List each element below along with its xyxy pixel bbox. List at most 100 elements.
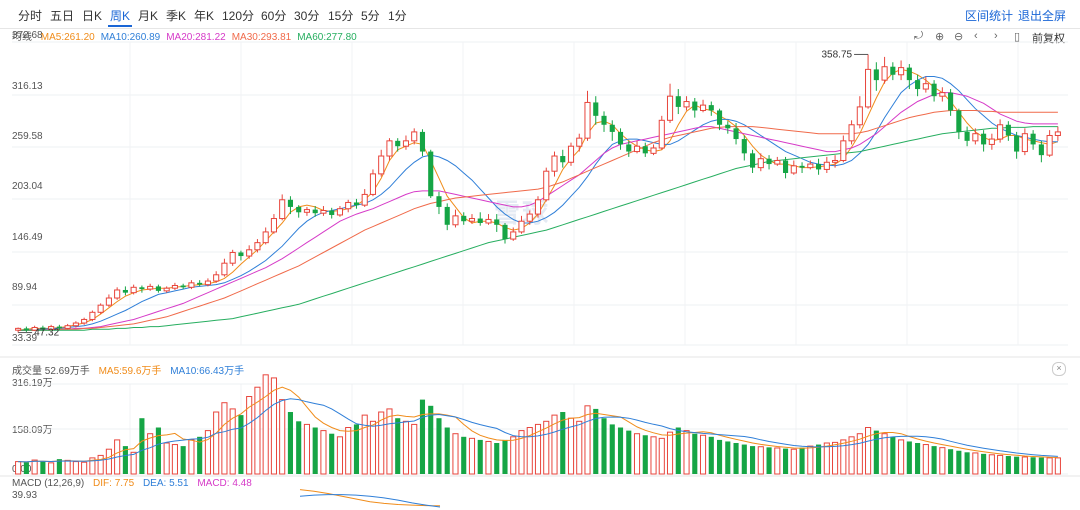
scroll-end-icon[interactable]: ▯ [1014, 31, 1021, 43]
tab-11[interactable]: 5分 [361, 9, 380, 23]
volume-bar [626, 430, 632, 474]
macd-dif: DIF: 7.75 [93, 478, 135, 489]
candle-body [395, 140, 401, 147]
ma-legend-item: MA10:260.89 [100, 32, 161, 43]
volume-bar [543, 420, 550, 475]
exit-fullscreen-link[interactable]: 退出全屏 [1018, 9, 1067, 23]
tab-12[interactable]: 1分 [388, 9, 407, 23]
tab-7[interactable]: 120分 [222, 9, 255, 23]
scroll-right-icon[interactable]: › [994, 30, 998, 42]
candle-body [816, 164, 822, 170]
tab-2[interactable]: 日K [82, 9, 103, 23]
candle-body [296, 206, 302, 213]
candle-body [1038, 144, 1044, 156]
volume-bar [238, 415, 244, 474]
tab-9[interactable]: 30分 [294, 9, 320, 23]
zoom-in-icon[interactable]: ⊕ [935, 31, 945, 43]
volume-bar [997, 454, 1004, 475]
volume-bar [915, 443, 921, 474]
volume-bar [1054, 457, 1061, 475]
candle-body [468, 218, 476, 222]
volume-bar [229, 408, 236, 475]
macd-dea: DEA: 5.51 [142, 478, 189, 489]
candle-body [147, 285, 154, 290]
candle-body [40, 327, 46, 330]
volume-bar [766, 447, 772, 474]
volume-bar [296, 421, 302, 474]
volume-bar [171, 444, 178, 475]
reset-icon[interactable]: ⤾ [914, 30, 924, 42]
vol-ma10: MA10:66.43万手 [170, 366, 245, 377]
tab-1[interactable]: 五日 [50, 9, 75, 23]
volume-bar [139, 418, 145, 474]
volume-bar [279, 399, 286, 475]
tab-10[interactable]: 15分 [328, 9, 354, 23]
candle-body [188, 282, 195, 288]
volume-bar [816, 444, 822, 474]
candle-body [287, 199, 293, 207]
volume-bar [948, 449, 954, 474]
volume-bar [81, 461, 88, 475]
candle-body [477, 218, 483, 224]
volume-bar [790, 448, 797, 475]
macd-legend: MACD (12,26,9) DIF: 7.75 DEA: 5.51 MACD:… [12, 478, 258, 489]
candle-body [221, 262, 228, 276]
zoom-out-icon[interactable]: ⊖ [954, 31, 964, 43]
ma-line-ma30 [18, 110, 1058, 331]
volume-bar [699, 434, 707, 475]
volume-bar [147, 433, 154, 475]
tab-3[interactable]: 周K [110, 9, 131, 23]
candle-body [229, 251, 236, 264]
candle-body [1030, 133, 1036, 145]
candle-body [675, 96, 681, 107]
candle-body [873, 69, 879, 81]
volume-bar [890, 436, 896, 474]
volume-bar [1005, 456, 1011, 474]
candle-body [939, 92, 946, 97]
candle-body [89, 311, 96, 320]
candle-body [997, 124, 1004, 140]
volume-bar [922, 444, 929, 475]
volume-bar [881, 433, 888, 475]
volume-bar [56, 459, 62, 474]
volume-bar [428, 405, 434, 474]
tab-6[interactable]: 年K [194, 9, 215, 23]
tab-8[interactable]: 60分 [261, 9, 287, 23]
candle-body [642, 146, 648, 154]
volume-bar [692, 433, 698, 474]
range-stats-link[interactable]: 区间统计 [965, 9, 1014, 23]
candle-body [15, 327, 22, 331]
candle-body [931, 83, 937, 97]
volume-bar [221, 402, 228, 475]
volume-bar [601, 418, 607, 474]
volume-bar [494, 443, 500, 474]
volume-bar [369, 420, 377, 475]
volume-bar [1030, 457, 1036, 474]
volume-bar [931, 446, 937, 474]
candle-body [783, 160, 789, 173]
candle-body [956, 110, 962, 132]
ma-legend-item: MA20:281.22 [166, 32, 226, 43]
tab-4[interactable]: 月K [138, 9, 159, 23]
candle-body [485, 218, 492, 224]
candle-body [964, 131, 970, 141]
volume-bar [197, 436, 203, 474]
candle-body [378, 155, 385, 175]
candle-body [683, 101, 690, 108]
close-volume-icon[interactable]: × [1052, 362, 1066, 376]
volume-bar [270, 377, 277, 475]
volume-bar [329, 433, 335, 474]
volume-bar [741, 444, 747, 474]
scroll-left-icon[interactable]: ‹ [974, 30, 978, 42]
volume-bar [848, 436, 855, 475]
candle-body [650, 147, 657, 154]
volume-bar [534, 423, 542, 475]
tab-0[interactable]: 分时 [18, 9, 43, 23]
price-ytick: 89.94 [12, 282, 38, 294]
ma-legend-item: MA5:261.20 [40, 32, 95, 43]
tab-5[interactable]: 季K [166, 9, 187, 23]
volume-bar [799, 447, 805, 474]
volume-label: 成交量 52.69万手 [12, 366, 90, 377]
candle-body [303, 209, 311, 213]
